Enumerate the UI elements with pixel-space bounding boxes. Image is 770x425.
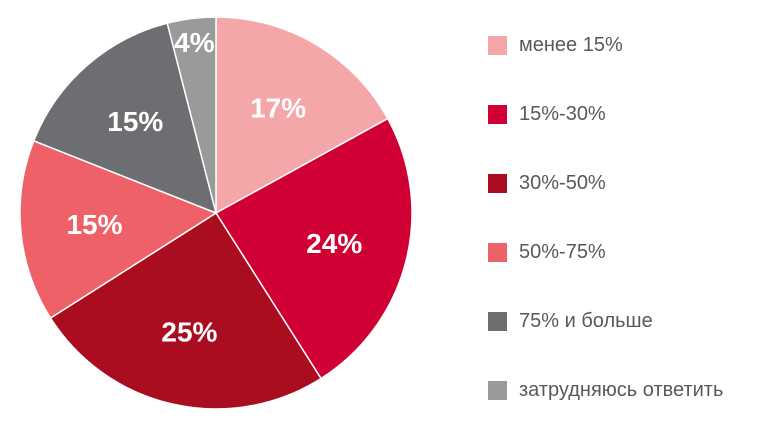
pie-slice-2	[49, 211, 323, 410]
legend-swatch-2	[488, 173, 507, 193]
slice-value-label-1: 24%	[306, 228, 362, 259]
slice-value-label-3: 15%	[66, 209, 122, 240]
legend-swatch-3	[488, 242, 507, 262]
legend-label-0: менее 15%	[519, 33, 623, 56]
pie-slice-4	[32, 22, 218, 215]
slice-value-label-0: 17%	[250, 93, 306, 124]
slice-value-label-2: 25%	[161, 317, 217, 348]
legend-label-2: 30%-50%	[519, 171, 606, 194]
legend-label-5: затрудняюсь ответить	[519, 378, 724, 401]
legend-swatch-5	[488, 380, 507, 400]
pie-chart-plot: 17% 24% 25% 15% 15% 4%	[19, 16, 413, 410]
legend-label-4: 75% и больше	[519, 309, 653, 332]
legend-item-4: 75% и больше	[488, 310, 653, 332]
legend-swatch-0	[488, 35, 507, 55]
slice-value-label-5: 4%	[174, 27, 215, 58]
legend-swatch-1	[488, 104, 507, 124]
legend-swatch-4	[488, 311, 507, 331]
legend-item-0: менее 15%	[488, 34, 623, 56]
pie-slice-5	[166, 16, 217, 214]
legend-item-3: 50%-75%	[488, 241, 606, 263]
pie-slice-3	[19, 139, 218, 320]
pie-slice-0	[215, 16, 389, 215]
slice-value-label-4: 15%	[107, 106, 163, 137]
legend-item-2: 30%-50%	[488, 172, 606, 194]
legend-item-1: 15%-30%	[488, 103, 606, 125]
legend-label-3: 50%-75%	[519, 240, 606, 263]
pie-slice-1	[214, 117, 413, 380]
legend-item-5: затрудняюсь ответить	[488, 379, 723, 401]
legend-label-1: 15%-30%	[519, 102, 606, 125]
